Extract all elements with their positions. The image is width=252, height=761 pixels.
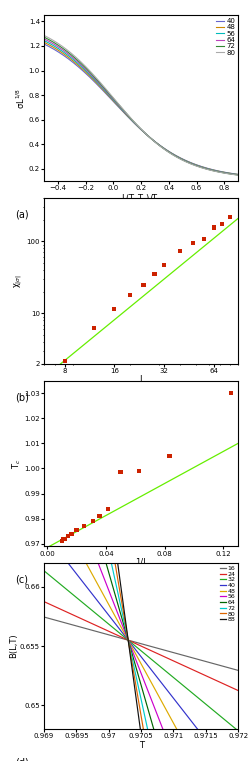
Point [64,533,68,545]
Point [82,521,86,533]
80 [189,159,192,168]
40 [77,62,80,72]
Text: (a): (a) [15,209,29,220]
56 [77,59,80,68]
Point [61,533,65,545]
48 [130,116,133,125]
64 [157,140,160,149]
40 [189,158,192,167]
72 [130,115,133,124]
72 [92,72,96,81]
X-axis label: 1/L: 1/L [135,558,147,567]
48 [43,38,46,47]
Point [128,289,132,301]
Point [220,218,224,230]
Text: (d): (d) [15,757,29,761]
Point [191,237,195,249]
64 [189,158,192,167]
Y-axis label: T$_c$: T$_c$ [10,458,23,469]
Point [106,502,110,514]
80 [43,31,46,40]
Point [63,355,67,367]
56 [157,140,160,149]
Point [162,259,166,271]
Line: 72: 72 [44,37,238,175]
64 [77,58,80,67]
56 [92,75,96,84]
64 [172,151,175,160]
72 [172,151,175,160]
Text: (b): (b) [15,392,29,403]
Point [91,515,95,527]
X-axis label: L(T-T$_c$)/T$_c$: L(T-T$_c$)/T$_c$ [120,193,162,205]
72 [77,56,80,65]
Point [112,303,116,315]
64 [92,73,96,82]
48 [77,61,80,70]
Point [228,212,232,224]
Y-axis label: χ$_{|\sigma|}$: χ$_{|\sigma|}$ [13,274,25,288]
Y-axis label: B(L,T): B(L,T) [10,634,19,658]
Point [168,450,172,462]
56 [130,116,133,125]
48 [157,140,160,149]
Point [152,268,156,280]
48 [92,75,96,84]
80 [237,170,240,180]
Legend: 16, 24, 32, 40, 48, 56, 64, 72, 80, 88: 16, 24, 32, 40, 48, 56, 64, 72, 80, 88 [218,565,237,623]
Point [92,322,96,334]
Point [141,279,145,291]
40 [92,77,96,86]
Point [202,233,206,245]
80 [157,140,160,149]
Y-axis label: σL$^{1/8}$: σL$^{1/8}$ [15,88,27,109]
80 [172,151,175,160]
Point [118,466,122,479]
72 [157,140,160,149]
48 [237,170,240,179]
80 [77,55,80,64]
72 [43,33,46,42]
Point [212,221,216,234]
56 [172,150,175,159]
Line: 56: 56 [44,40,238,175]
72 [189,159,192,168]
Line: 64: 64 [44,39,238,175]
64 [130,116,133,125]
72 [237,170,240,180]
X-axis label: L: L [139,375,143,384]
80 [92,71,96,80]
40 [172,150,175,159]
Line: 48: 48 [44,43,238,174]
Point [70,527,74,540]
Text: (c): (c) [15,575,28,585]
40 [43,40,46,49]
X-axis label: T: T [139,740,144,750]
Point [60,535,64,547]
56 [189,158,192,167]
Point [229,387,233,400]
Point [178,245,182,257]
40 [237,170,240,179]
56 [237,170,240,180]
64 [43,34,46,43]
40 [157,140,160,149]
Point [66,530,70,543]
Point [137,465,141,477]
48 [189,158,192,167]
Line: 80: 80 [44,36,238,175]
Point [98,510,102,522]
48 [172,150,175,159]
Legend: 40, 48, 56, 64, 72, 80: 40, 48, 56, 64, 72, 80 [214,17,237,57]
80 [130,115,133,124]
Line: 40: 40 [44,44,238,174]
Point [74,524,78,537]
64 [237,170,240,180]
56 [43,36,46,45]
40 [130,116,133,126]
